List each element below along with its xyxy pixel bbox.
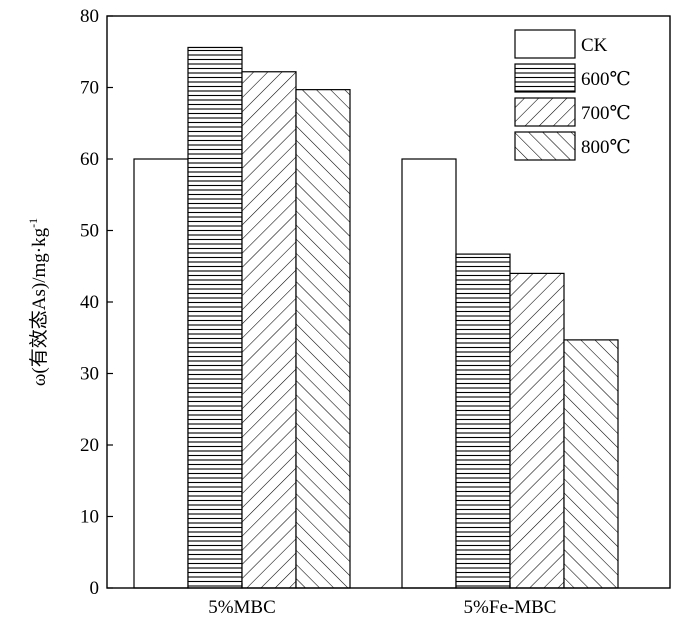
bar-5-mbc-series-3	[241, 71, 297, 589]
bar-5-mbc-series-1	[133, 158, 189, 589]
y-axis-label: ω(有效态As)/mg·kg-1	[26, 218, 50, 386]
bar-5-fe-mbc-series-3	[509, 272, 565, 589]
legend-item: 700℃	[514, 97, 631, 127]
bar-5-fe-mbc-series-4	[563, 339, 619, 589]
y-tick-label: 70	[80, 78, 99, 99]
bar-5-fe-mbc-series-2	[455, 253, 511, 589]
legend-label: 600℃	[581, 69, 631, 90]
y-tick-label: 30	[80, 364, 99, 385]
legend-label: CK	[581, 35, 608, 56]
x-tick-label: 5%Fe-MBC	[464, 597, 557, 618]
legend-label: 700℃	[581, 103, 631, 124]
y-tick-label: 0	[90, 578, 100, 599]
legend-item: 600℃	[514, 63, 631, 93]
legend-label: 800℃	[581, 137, 631, 158]
legend-item: CK	[514, 29, 608, 59]
x-tick-label: 5%MBC	[208, 597, 276, 618]
bar-5-fe-mbc-series-1	[401, 158, 457, 589]
legend-item: 800℃	[514, 131, 631, 161]
y-tick-label: 60	[80, 149, 99, 170]
y-tick-label: 10	[80, 507, 99, 528]
bar-5-mbc-series-2	[187, 46, 243, 589]
y-tick-label: 40	[80, 292, 99, 313]
y-tick-label: 50	[80, 221, 99, 242]
y-tick-label: 80	[80, 6, 99, 27]
bar-5-mbc-series-4	[295, 89, 351, 589]
y-tick-label: 20	[80, 435, 99, 456]
